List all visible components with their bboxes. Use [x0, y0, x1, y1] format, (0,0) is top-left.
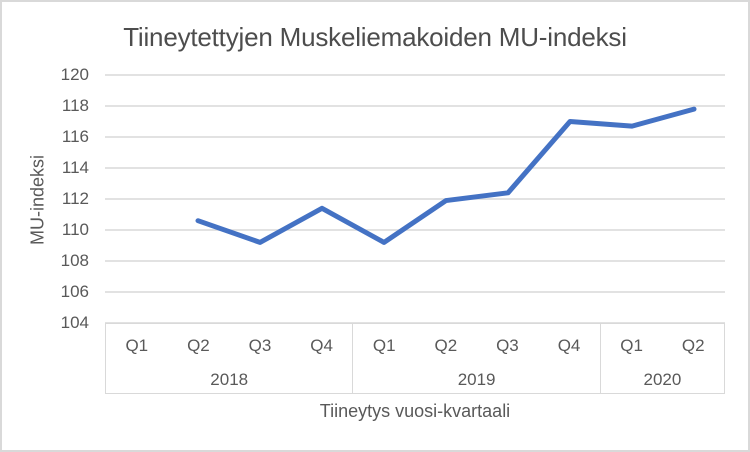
quarter-row: Q1 Q2 Q3 Q4 — [106, 324, 352, 356]
year-group: Q1 Q2 2020 — [599, 324, 726, 393]
year-label: 2020 — [643, 369, 682, 389]
y-tick-label: 106 — [60, 282, 89, 301]
quarter-label: Q1 — [372, 336, 396, 355]
y-tick-label: 114 — [61, 158, 89, 177]
y-tick-label: 104 — [60, 313, 89, 332]
x-axis-title: Tiineytys vuosi-kvartaali — [319, 401, 511, 421]
chart-title: Tiineytettyjen Muskeliemakoiden MU-indek… — [123, 22, 627, 52]
quarter-label: Q3 — [496, 336, 519, 355]
year-label: 2019 — [457, 369, 496, 389]
quarter-label: Q3 — [248, 336, 272, 355]
quarter-label: Q2 — [681, 336, 705, 355]
year-group: Q1 Q2 Q3 Q4 2018 — [105, 324, 352, 393]
y-tick-label: 112 — [61, 189, 89, 208]
y-tick-label: 116 — [61, 127, 89, 146]
quarter-label: Q4 — [557, 336, 581, 355]
plot-area — [105, 74, 725, 324]
year-group: Q1 Q2 Q3 Q4 2019 — [352, 324, 599, 393]
quarter-label: Q2 — [187, 336, 210, 355]
x-axis-category-table: Q1 Q2 Q3 Q4 2018 Q1 Q2 Q3 Q4 2019 Q1 Q2 2020 — [105, 323, 726, 394]
quarter-label: Q4 — [310, 336, 333, 355]
quarter-label: Q1 — [620, 336, 643, 355]
y-axis-title: MU-indeksi — [27, 154, 48, 246]
quarter-row: Q1 Q2 — [601, 324, 724, 356]
quarter-label: Q1 — [125, 336, 149, 355]
y-tick-label: 108 — [60, 251, 89, 270]
quarter-row: Q1 Q2 Q3 Q4 — [353, 324, 599, 356]
y-tick-label: 120 — [60, 65, 89, 84]
year-label: 2018 — [210, 369, 249, 389]
series-line — [195, 106, 697, 245]
y-tick-label: 118 — [61, 96, 89, 115]
y-tick-label: 110 — [61, 220, 89, 239]
quarter-label: Q2 — [434, 336, 458, 355]
